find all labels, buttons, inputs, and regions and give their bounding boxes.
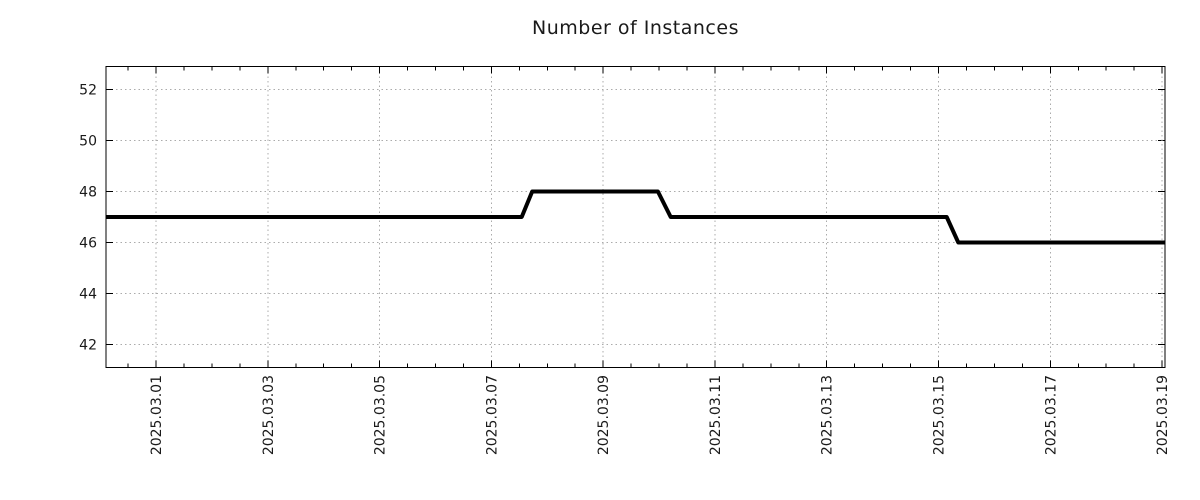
chart-title: Number of Instances xyxy=(532,17,739,39)
y-axis-tick-label: 52 xyxy=(79,82,97,98)
y-axis-tick-label: 48 xyxy=(79,184,97,200)
y-axis-tick-label: 42 xyxy=(79,338,97,354)
x-axis-tick-label: 2025.03.13 xyxy=(820,375,836,455)
x-axis-tick-label: 2025.03.09 xyxy=(596,375,612,455)
data-line-instances xyxy=(106,189,1165,245)
x-axis-tick-label: 2025.03.01 xyxy=(149,375,165,455)
y-axis-tick-label: 50 xyxy=(79,133,97,149)
y-axis-tick-label: 46 xyxy=(79,236,97,252)
x-axis-tick-label: 2025.03.03 xyxy=(261,375,277,455)
x-axis-tick-label: 2025.03.15 xyxy=(932,375,948,455)
x-axis-tick-label: 2025.03.17 xyxy=(1043,375,1059,455)
x-axis-tick-label: 2025.03.19 xyxy=(1155,375,1171,455)
x-axis-tick-label: 2025.03.05 xyxy=(373,375,389,455)
x-axis-tick-label: 2025.03.11 xyxy=(708,375,724,455)
y-axis-tick-label: 44 xyxy=(79,287,97,303)
x-axis-tick-label: 2025.03.07 xyxy=(484,375,500,455)
